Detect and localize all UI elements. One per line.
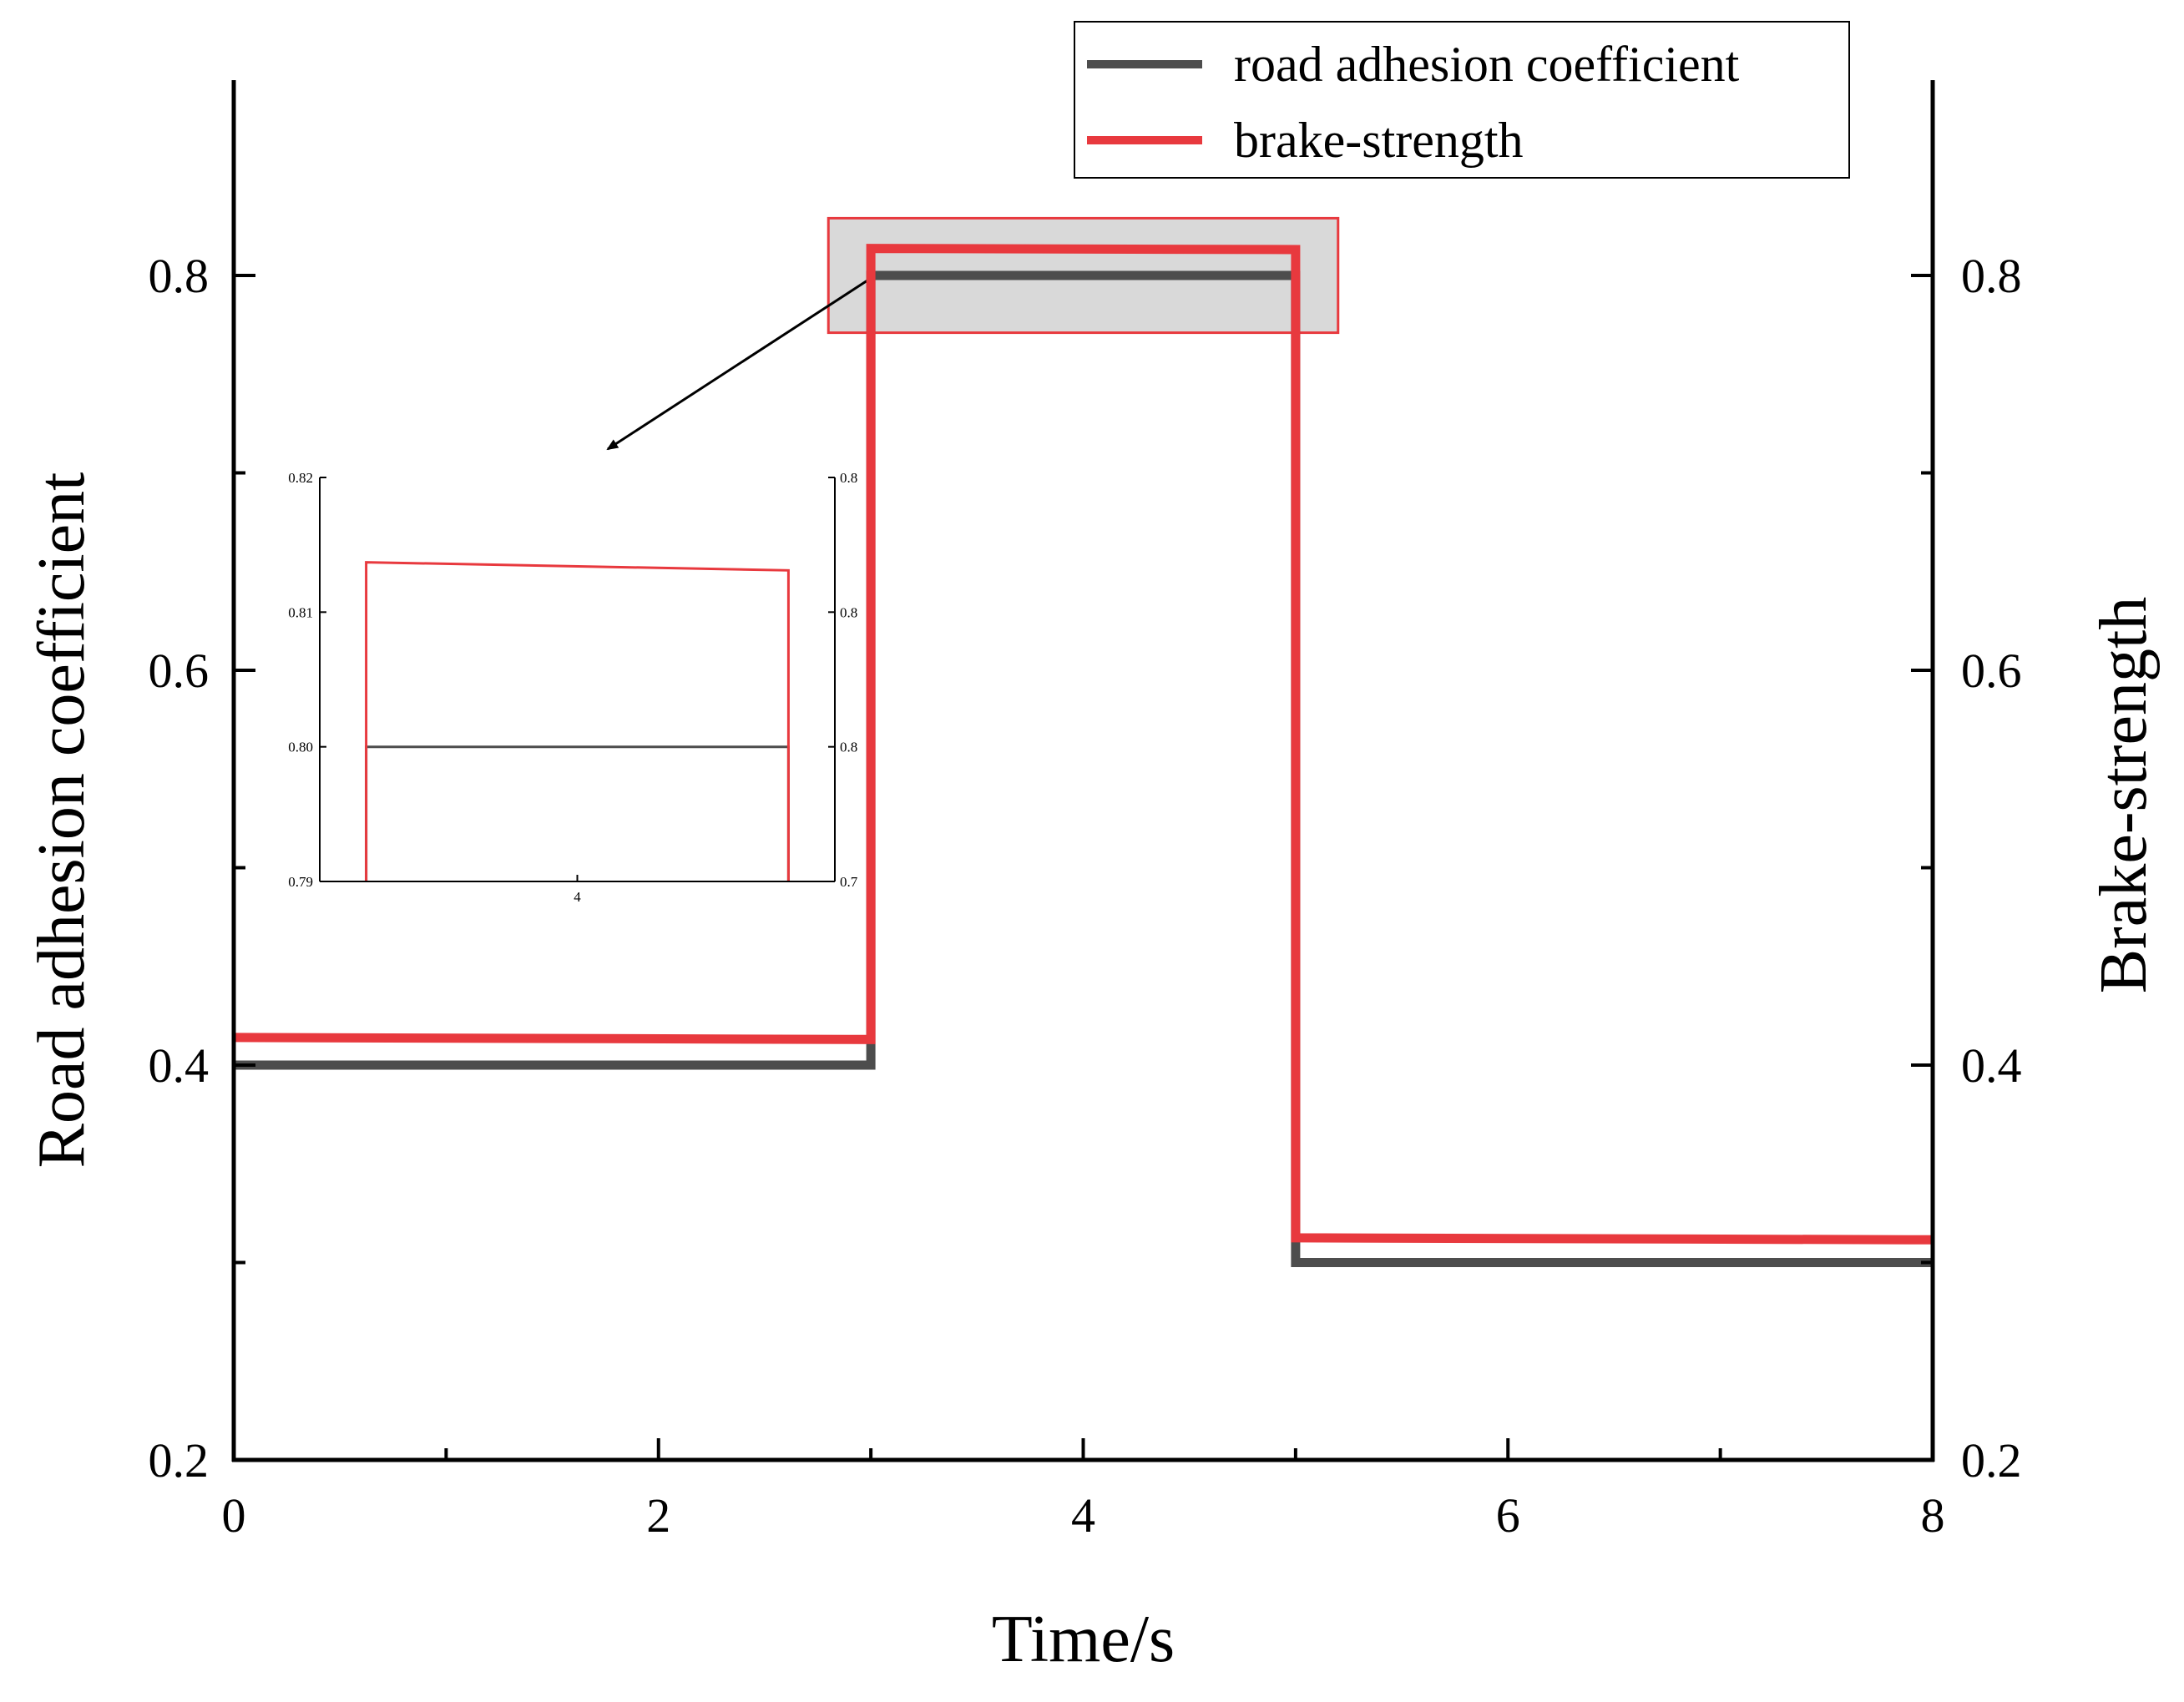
- inset-right-tick-label: 0.8: [840, 604, 857, 620]
- left-y-tick-label: 0.4: [149, 1038, 210, 1093]
- series-line-0: [234, 270, 1933, 1267]
- inset-right-tick-label: 0.8: [840, 470, 857, 486]
- x-axis-title: Time/s: [992, 1603, 1175, 1676]
- inset-right-tick-label: 0.8: [840, 740, 857, 755]
- inset-frame: [320, 477, 835, 881]
- legend-label-road-adhesion: road adhesion coefficient: [1234, 37, 1740, 92]
- left-y-tick-label: 0.6: [149, 644, 210, 698]
- ticks-layer: 0 2 4 6 8 0.2 0.4 0.6 0.8 0.2 0.4 0.6 0.8: [149, 249, 2022, 1543]
- left-y-tick-label: 0.8: [149, 249, 210, 303]
- x-tick-label: 2: [646, 1488, 670, 1543]
- inset-left-tick-label: 0.82: [288, 470, 313, 486]
- inset-left-tick-label: 0.79: [288, 874, 313, 890]
- right-y-axis-title: Brake-strength: [2087, 597, 2161, 993]
- right-y-tick-label: 0.8: [1961, 249, 2022, 303]
- series-layer: [233, 244, 1934, 1267]
- right-y-tick-label: 0.2: [1961, 1433, 2022, 1487]
- legend-label-brake-strength: brake-strength: [1234, 113, 1524, 168]
- x-tick-label: 6: [1496, 1488, 1520, 1543]
- x-tick-label: 0: [222, 1488, 246, 1543]
- inset-left-tick-label: 0.80: [288, 740, 313, 755]
- inset-right-tick-label: 0.7: [840, 874, 858, 890]
- right-y-tick-label: 0.6: [1961, 644, 2022, 698]
- inset-ticks: 0.79 0.80 0.81 0.82 0.7 0.8 0.8 0.8 4: [288, 470, 858, 905]
- x-tick-label: 8: [1921, 1488, 1945, 1543]
- series-line-1: [233, 244, 1934, 1245]
- inset-series: [365, 561, 790, 881]
- inset-left-tick-label: 0.81: [288, 604, 313, 620]
- right-y-tick-label: 0.4: [1961, 1038, 2022, 1093]
- left-y-axis-title: Road adhesion coefficient: [25, 472, 99, 1169]
- left-y-tick-label: 0.2: [149, 1433, 210, 1487]
- inset-series-line-1: [365, 561, 790, 881]
- legend: road adhesion coefficient brake-strength: [1074, 21, 1850, 179]
- x-tick-label: 4: [1071, 1488, 1095, 1543]
- legend-box: [1074, 21, 1850, 179]
- zoom-arrow: [606, 274, 877, 451]
- inset-x-tick-label: 4: [574, 889, 581, 905]
- inset-plot: 0.79 0.80 0.81 0.82 0.7 0.8 0.8 0.8 4: [288, 470, 858, 905]
